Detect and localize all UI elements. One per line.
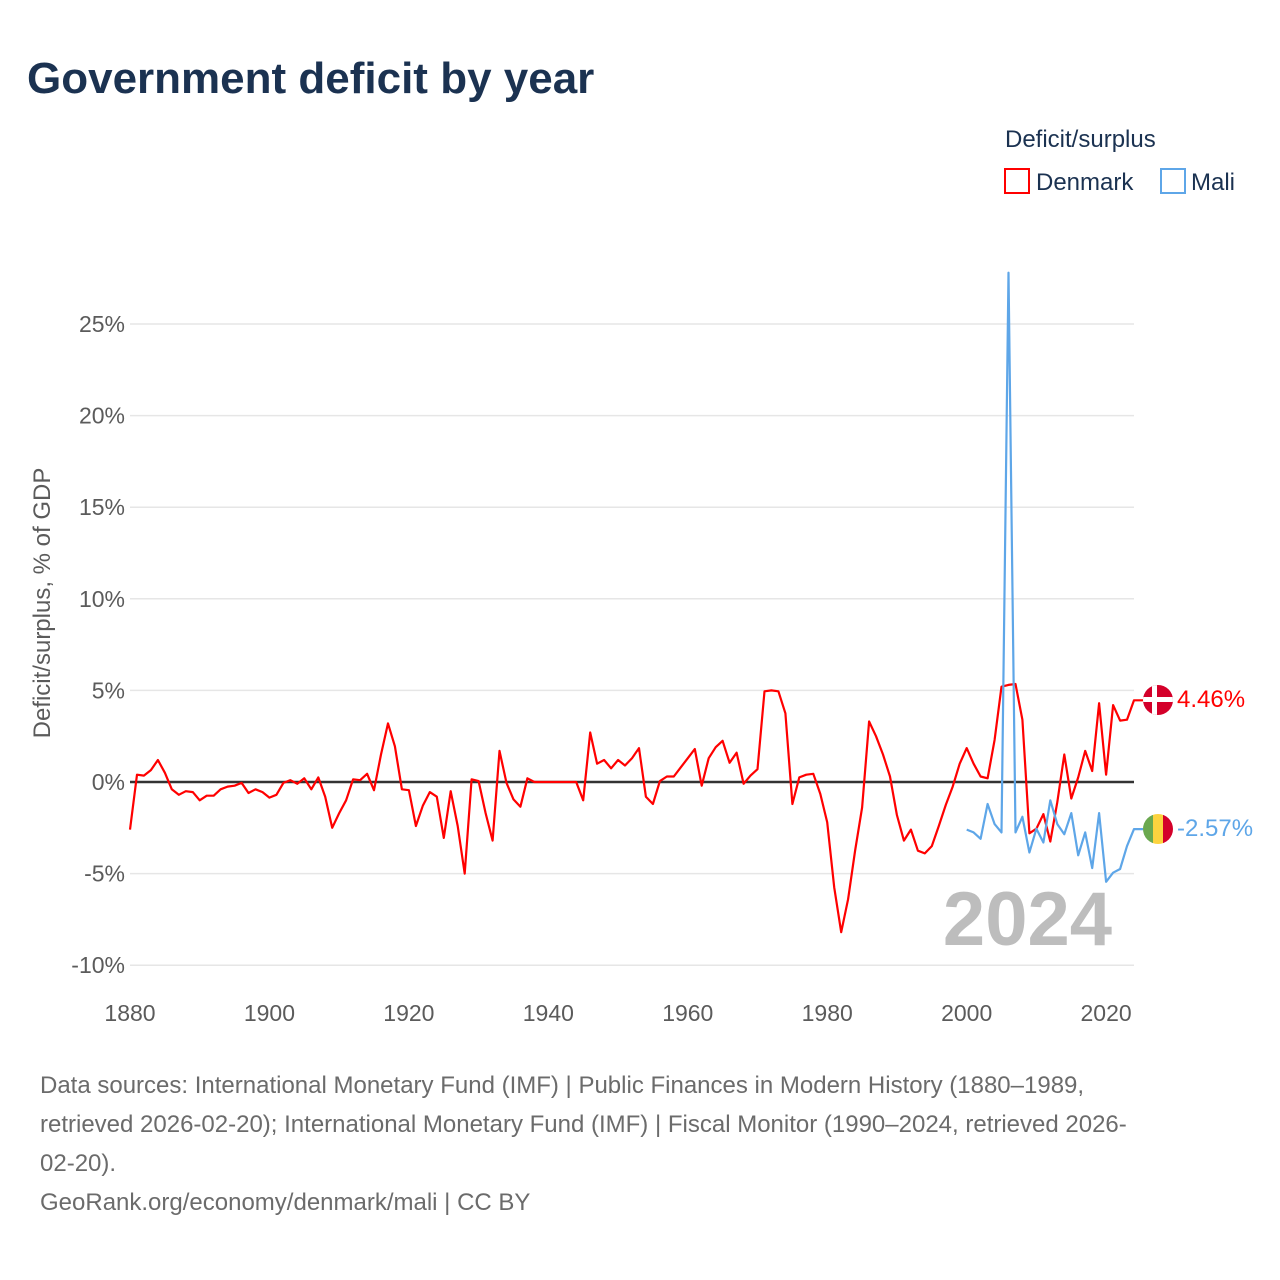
legend-swatch-mali <box>1160 168 1186 194</box>
footer: Data sources: International Monetary Fun… <box>40 1072 1127 1216</box>
series-lines <box>128 271 1143 934</box>
y-tick-label: 0% <box>92 769 125 795</box>
legend-item-mali[interactable]: Mali <box>1191 169 1235 196</box>
current-year-watermark: 2024 <box>943 877 1112 962</box>
y-tick-label: 25% <box>79 311 125 337</box>
series-line-mali <box>966 271 1143 883</box>
denmark-end-value: 4.46% <box>1177 686 1245 713</box>
footer-source-link[interactable]: GeoRank.org/economy/denmark/mali | CC BY <box>40 1189 530 1216</box>
y-tick-label: 5% <box>92 677 125 703</box>
y-tick-label: -10% <box>71 952 125 978</box>
gridlines <box>130 323 1134 966</box>
y-tick-label: 15% <box>79 494 125 520</box>
x-tick-label: 2020 <box>1081 1000 1132 1026</box>
legend-swatch-denmark <box>1004 168 1030 194</box>
x-tick-label: 1940 <box>523 1000 574 1026</box>
x-tick-label: 1920 <box>383 1000 434 1026</box>
y-tick-label: -5% <box>84 861 125 887</box>
series-line-denmark <box>128 682 1143 934</box>
denmark-end-marker: 4.46% <box>1143 685 1245 715</box>
mali-end-marker: -2.57% <box>1143 814 1253 844</box>
y-tick-label: 20% <box>79 403 125 429</box>
chart-title: Government deficit by year <box>27 54 594 103</box>
legend: Deficit/surplus Denmark Mali <box>1004 126 1235 196</box>
x-tick-label: 1900 <box>244 1000 295 1026</box>
x-tick-label: 2000 <box>941 1000 992 1026</box>
footer-line-1: Data sources: International Monetary Fun… <box>40 1072 1084 1099</box>
x-tick-label: 1960 <box>662 1000 713 1026</box>
x-tick-label: 1980 <box>802 1000 853 1026</box>
mali-end-value: -2.57% <box>1177 815 1253 842</box>
x-tick-label: 1880 <box>104 1000 155 1026</box>
footer-line-3: 02-20). <box>40 1150 116 1177</box>
mali-flag-icon <box>1143 814 1173 844</box>
denmark-flag-icon <box>1143 685 1173 715</box>
y-axis-label: Deficit/surplus, % of GDP <box>29 468 56 739</box>
x-axis-ticks: 1880 1900 1920 1940 1960 1980 2000 2020 <box>104 1000 1131 1026</box>
y-tick-label: 10% <box>79 586 125 612</box>
y-axis-ticks: -10% -5% 0% 5% 10% 15% 20% 25% <box>71 311 125 978</box>
legend-item-denmark[interactable]: Denmark <box>1036 169 1134 196</box>
footer-line-2: retrieved 2026-02-20); International Mon… <box>40 1111 1127 1138</box>
legend-title: Deficit/surplus <box>1005 126 1156 153</box>
